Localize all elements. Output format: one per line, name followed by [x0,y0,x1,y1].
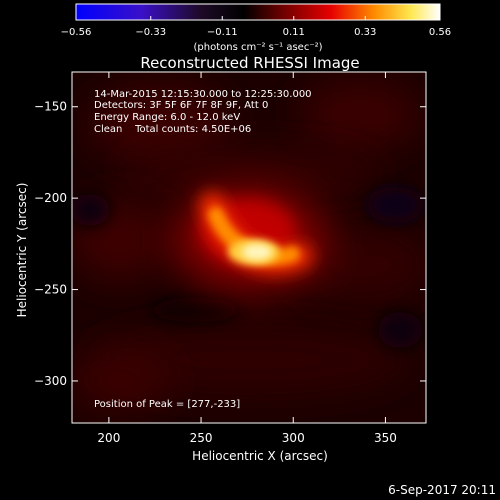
y-tick-label: −200 [34,191,67,205]
colorbar-tick-label: −0.33 [135,27,166,38]
plot-frame [71,71,427,424]
x-axis-ticks: 200 250 300 350 [97,72,397,445]
annotation-total-counts: Clean Total counts: 4.50E+06 [94,124,251,135]
footer-date: 6-Sep-2017 20:11 [388,483,496,497]
y-axis-ticks: −150 −200 −250 −300 [34,100,426,388]
x-tick-label: 300 [282,431,305,445]
annotation-detectors: Detectors: 3F 5F 6F 7F 8F 9F, Att 0 [94,100,268,111]
chart-title: Reconstructed RHESSI Image [140,54,359,72]
colorbar-tick-label: 0.56 [429,27,451,38]
y-tick-label: −250 [34,283,67,297]
colorbar-tick-label: 0.11 [283,27,305,38]
y-axis-label: Heliocentric Y (arcsec) [15,183,29,318]
annotation-energy-range: Energy Range: 6.0 - 12.0 keV [94,112,240,123]
colorbar-units: (photons cm⁻² s⁻¹ asec⁻²) [193,42,322,53]
x-tick-label: 350 [374,431,397,445]
heatmap-image [72,72,426,423]
y-tick-label: −150 [34,100,67,114]
colorbar-tick-label: 0.33 [354,27,376,38]
colorbar-ticks: −0.56 −0.33 −0.11 0.11 0.33 0.56 [61,16,451,38]
x-tick-label: 250 [190,431,213,445]
x-tick-label: 200 [97,431,120,445]
annotation-time-range: 14-Mar-2015 12:15:30.000 to 12:25:30.000 [94,89,312,100]
peak-position-label: Position of Peak = [277,-233] [94,399,240,410]
y-tick-label: −300 [34,374,67,388]
x-axis-label: Heliocentric X (arcsec) [192,449,328,463]
colorbar-tick-label: −0.56 [61,27,92,38]
colorbar-tick-label: −0.11 [207,27,238,38]
colorbar [75,3,441,21]
